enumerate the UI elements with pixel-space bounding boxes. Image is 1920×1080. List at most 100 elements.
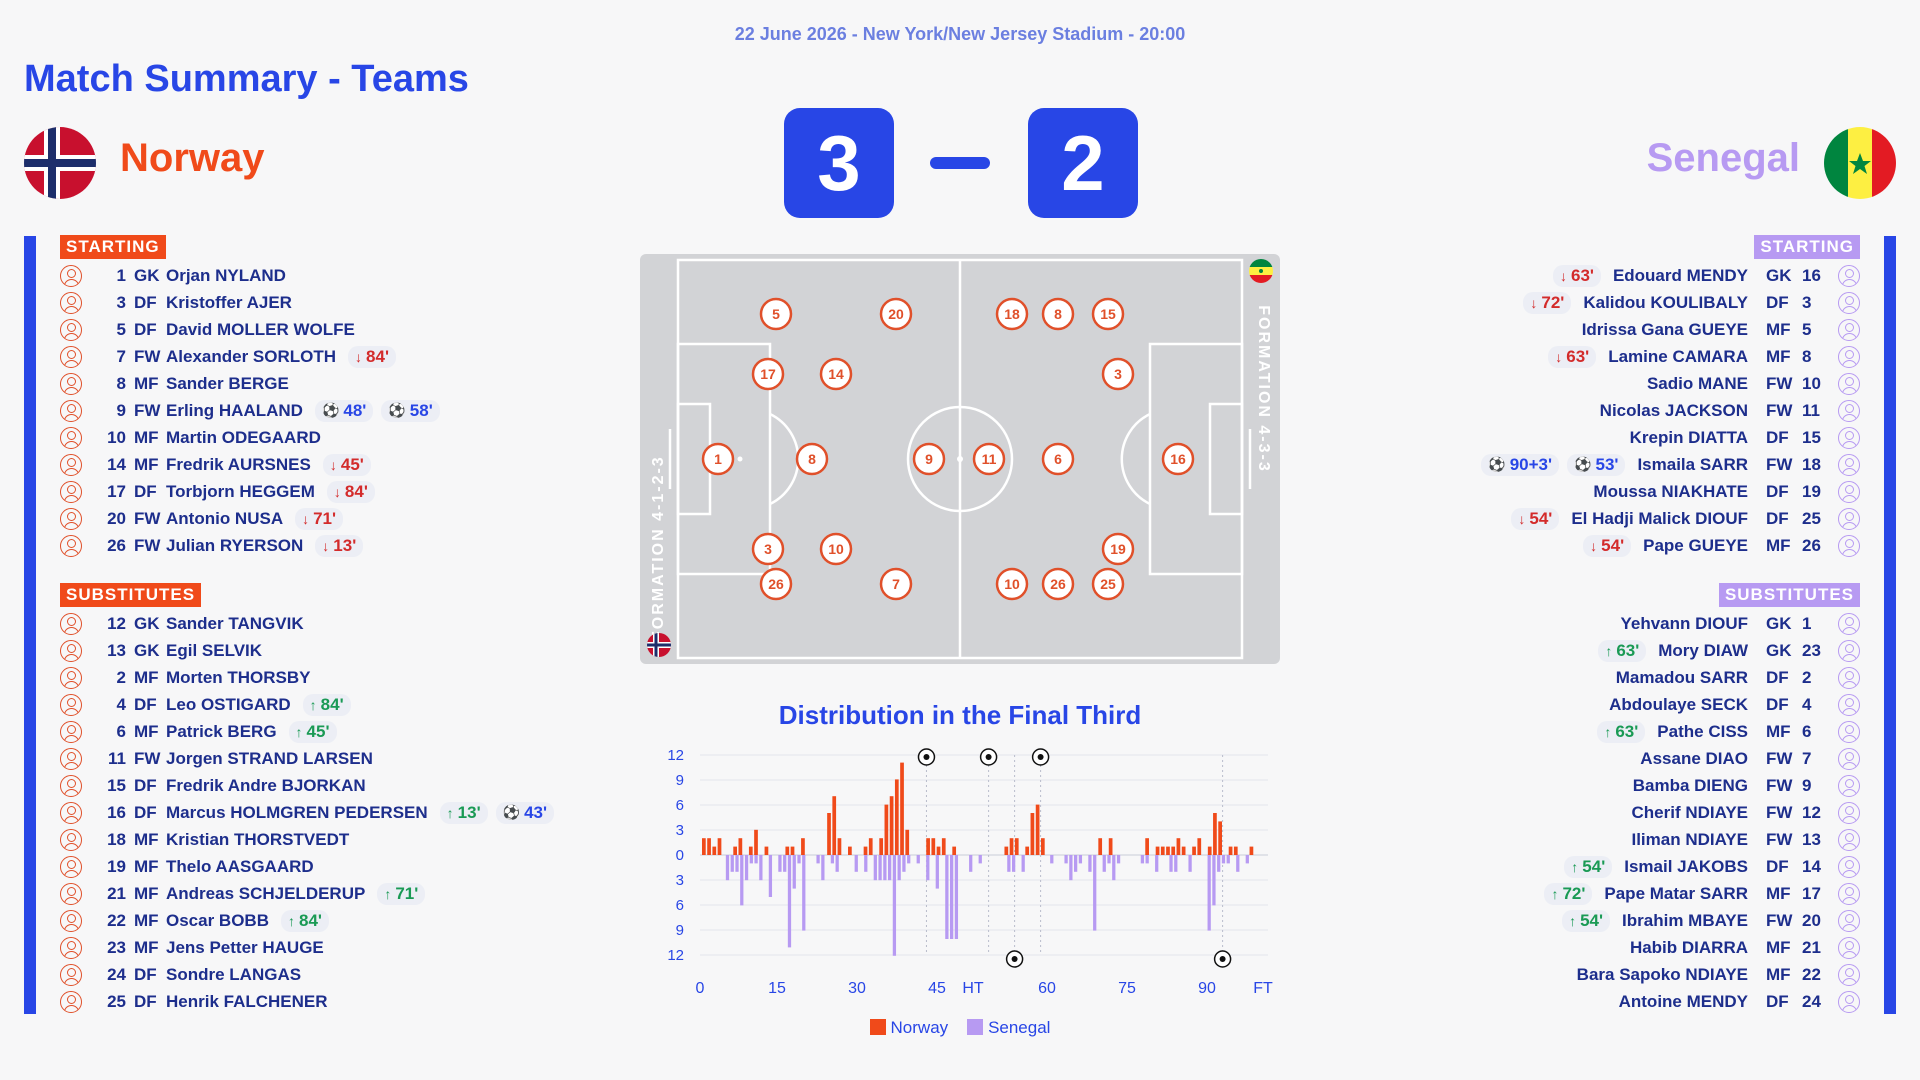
- player-row[interactable]: 9 FW Erling HAALAND ⚽ 48' ⚽ 58': [60, 397, 680, 424]
- away-pitch-player[interactable]: 19: [1101, 532, 1135, 566]
- player-name: Kalidou KOULIBALY: [1583, 292, 1748, 312]
- home-pitch-player[interactable]: 8: [795, 442, 829, 476]
- player-row[interactable]: ↑ 63' Mory DIAW GK 23: [1240, 637, 1860, 664]
- home-pitch-player[interactable]: 26: [759, 567, 793, 601]
- player-row[interactable]: 6 MF Patrick BERG ↑ 45': [60, 718, 680, 745]
- player-row[interactable]: 14 MF Fredrik AURSNES ↓ 45': [60, 451, 680, 478]
- player-events: ↓ 84': [326, 480, 375, 503]
- player-row[interactable]: Antoine MENDY DF 24: [1240, 988, 1860, 1015]
- pitch-player-number: 10: [828, 541, 844, 557]
- player-row[interactable]: Iliman NDIAYE FW 13: [1240, 826, 1860, 853]
- home-pitch-player[interactable]: 20: [879, 297, 913, 331]
- formation-pitch: 1 3 17 8 14 10 5 20 26 9 7 11 6 18 8 3 15 16 19 10 26 25: [640, 254, 1280, 664]
- player-row[interactable]: Moussa NIAKHATE DF 19: [1240, 478, 1860, 505]
- player-row[interactable]: Krepin DIATTA DF 15: [1240, 424, 1860, 451]
- player-row[interactable]: 17 DF Torbjorn HEGGEM ↓ 84': [60, 478, 680, 505]
- player-row[interactable]: 21 MF Andreas SCHJELDERUP ↑ 71': [60, 880, 680, 907]
- player-row[interactable]: 12 GK Sander TANGVIK: [60, 610, 680, 637]
- player-row[interactable]: Nicolas JACKSON FW 11: [1240, 397, 1860, 424]
- player-row[interactable]: 15 DF Fredrik Andre BJORKAN: [60, 772, 680, 799]
- player-position: GK: [1766, 265, 1792, 285]
- away-pitch-player[interactable]: 18: [995, 297, 1029, 331]
- away-pitch-player[interactable]: 6: [1041, 442, 1075, 476]
- arrow-down-icon: ↓: [355, 348, 363, 365]
- player-row[interactable]: 20 FW Antonio NUSA ↓ 71': [60, 505, 680, 532]
- pitch-player-number: 10: [1004, 576, 1020, 592]
- norway-bar: [1233, 846, 1238, 855]
- player-row[interactable]: 10 MF Martin ODEGAARD: [60, 424, 680, 451]
- player-row[interactable]: 8 MF Sander BERGE: [60, 370, 680, 397]
- player-row[interactable]: ↓ 54' El Hadji Malick DIOUF DF 25: [1240, 505, 1860, 532]
- player-row[interactable]: 3 DF Kristoffer AJER: [60, 289, 680, 316]
- player-avatar-icon: [60, 612, 82, 635]
- player-row[interactable]: 26 FW Julian RYERSON ↓ 13': [60, 532, 680, 559]
- home-pitch-player[interactable]: 17: [751, 357, 785, 391]
- player-row[interactable]: ↑ 63' Pathe CISS MF 6: [1240, 718, 1860, 745]
- away-pitch-player[interactable]: 11: [972, 442, 1006, 476]
- player-position: MF: [134, 937, 159, 957]
- player-position: MF: [134, 721, 159, 741]
- away-pitch-player[interactable]: 16: [1161, 442, 1195, 476]
- player-row[interactable]: Assane DIAO FW 7: [1240, 745, 1860, 772]
- player-row[interactable]: Bara Sapoko NDIAYE MF 22: [1240, 961, 1860, 988]
- player-row[interactable]: ↓ 54' Pape GUEYE MF 26: [1240, 532, 1860, 559]
- home-pitch-player[interactable]: 9: [912, 442, 946, 476]
- player-row[interactable]: ↓ 63' Edouard MENDY GK 16: [1240, 262, 1860, 289]
- player-avatar-icon: [60, 963, 82, 986]
- away-pitch-player[interactable]: 8: [1041, 297, 1075, 331]
- away-pitch-player[interactable]: 15: [1091, 297, 1125, 331]
- senegal-bar: [740, 855, 744, 906]
- home-pitch-player[interactable]: 1: [701, 442, 735, 476]
- away-pitch-player[interactable]: 25: [1091, 567, 1125, 601]
- player-row[interactable]: ↓ 63' Lamine CAMARA MF 8: [1240, 343, 1860, 370]
- player-row[interactable]: 25 DF Henrik FALCHENER: [60, 988, 680, 1015]
- home-pitch-player[interactable]: 14: [819, 357, 853, 391]
- player-row[interactable]: 16 DF Marcus HOLMGREN PEDERSEN ↑ 13' ⚽ 43': [60, 799, 680, 826]
- away-pitch-player[interactable]: 26: [1041, 567, 1075, 601]
- player-avatar-icon: [60, 882, 82, 905]
- player-row[interactable]: 24 DF Sondre LANGAS: [60, 961, 680, 988]
- arrow-up-icon: ↑: [1569, 912, 1577, 929]
- player-name: Oscar BOBB: [166, 910, 269, 930]
- norway-bar: [1197, 838, 1202, 855]
- senegal-bar: [802, 855, 806, 931]
- player-avatar-icon: [1838, 399, 1860, 422]
- player-name: Ismaila SARR: [1637, 454, 1748, 474]
- home-pitch-player[interactable]: 7: [879, 567, 913, 601]
- player-row[interactable]: 7 FW Alexander SORLOTH ↓ 84': [60, 343, 680, 370]
- home-pitch-player[interactable]: 5: [759, 297, 793, 331]
- norway-bar: [702, 838, 706, 855]
- player-row[interactable]: ↑ 54' Ibrahim MBAYE FW 20: [1240, 907, 1860, 934]
- player-row[interactable]: Abdoulaye SECK DF 4: [1240, 691, 1860, 718]
- arrow-down-icon: ↓: [1555, 348, 1563, 365]
- player-avatar-icon: [1838, 801, 1860, 824]
- x-tick-label: 15: [768, 980, 786, 997]
- player-row[interactable]: ↑ 72' Pape Matar SARR MF 17: [1240, 880, 1860, 907]
- player-row[interactable]: 2 MF Morten THORSBY: [60, 664, 680, 691]
- player-row[interactable]: 22 MF Oscar BOBB ↑ 84': [60, 907, 680, 934]
- away-pitch-player[interactable]: 3: [1101, 357, 1135, 391]
- player-row[interactable]: Bamba DIENG FW 9: [1240, 772, 1860, 799]
- player-row[interactable]: ↑ 54' Ismail JAKOBS DF 14: [1240, 853, 1860, 880]
- player-row[interactable]: Habib DIARRA MF 21: [1240, 934, 1860, 961]
- player-row[interactable]: Sadio MANE FW 10: [1240, 370, 1860, 397]
- player-row[interactable]: 19 MF Thelo AASGAARD: [60, 853, 680, 880]
- player-row[interactable]: ⚽ 90+3' ⚽ 53' Ismaila SARR FW 18: [1240, 451, 1860, 478]
- player-row[interactable]: Idrissa Gana GUEYE MF 5: [1240, 316, 1860, 343]
- player-row[interactable]: 4 DF Leo OSTIGARD ↑ 84': [60, 691, 680, 718]
- player-row[interactable]: 11 FW Jorgen STRAND LARSEN: [60, 745, 680, 772]
- player-row[interactable]: ↓ 72' Kalidou KOULIBALY DF 3: [1240, 289, 1860, 316]
- player-avatar-icon: [60, 399, 82, 422]
- player-row[interactable]: Cherif NDIAYE FW 12: [1240, 799, 1860, 826]
- away-pitch-player[interactable]: 10: [995, 567, 1029, 601]
- player-row[interactable]: 1 GK Orjan NYLAND: [60, 262, 680, 289]
- home-pitch-player[interactable]: 3: [751, 532, 785, 566]
- player-row[interactable]: 18 MF Kristian THORSTVEDT: [60, 826, 680, 853]
- home-pitch-player[interactable]: 10: [819, 532, 853, 566]
- player-row[interactable]: Yehvann DIOUF GK 1: [1240, 610, 1860, 637]
- senegal-bar: [1145, 855, 1149, 864]
- player-row[interactable]: Mamadou SARR DF 2: [1240, 664, 1860, 691]
- player-row[interactable]: 23 MF Jens Petter HAUGE: [60, 934, 680, 961]
- player-row[interactable]: 5 DF David MOLLER WOLFE: [60, 316, 680, 343]
- player-row[interactable]: 13 GK Egil SELVIK: [60, 637, 680, 664]
